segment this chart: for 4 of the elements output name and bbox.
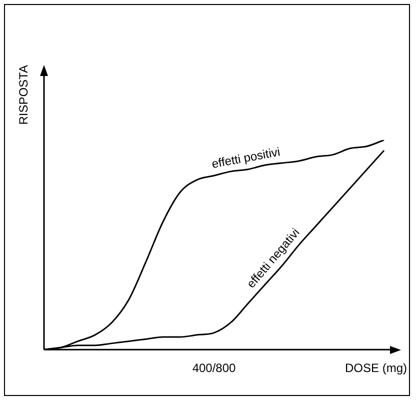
text: 400/800	[192, 360, 236, 375]
x-axis-title: DOSE (mg)	[344, 360, 407, 375]
text: effetti positivi	[210, 144, 282, 172]
y-axis-title: RISPOSTA	[16, 65, 30, 125]
